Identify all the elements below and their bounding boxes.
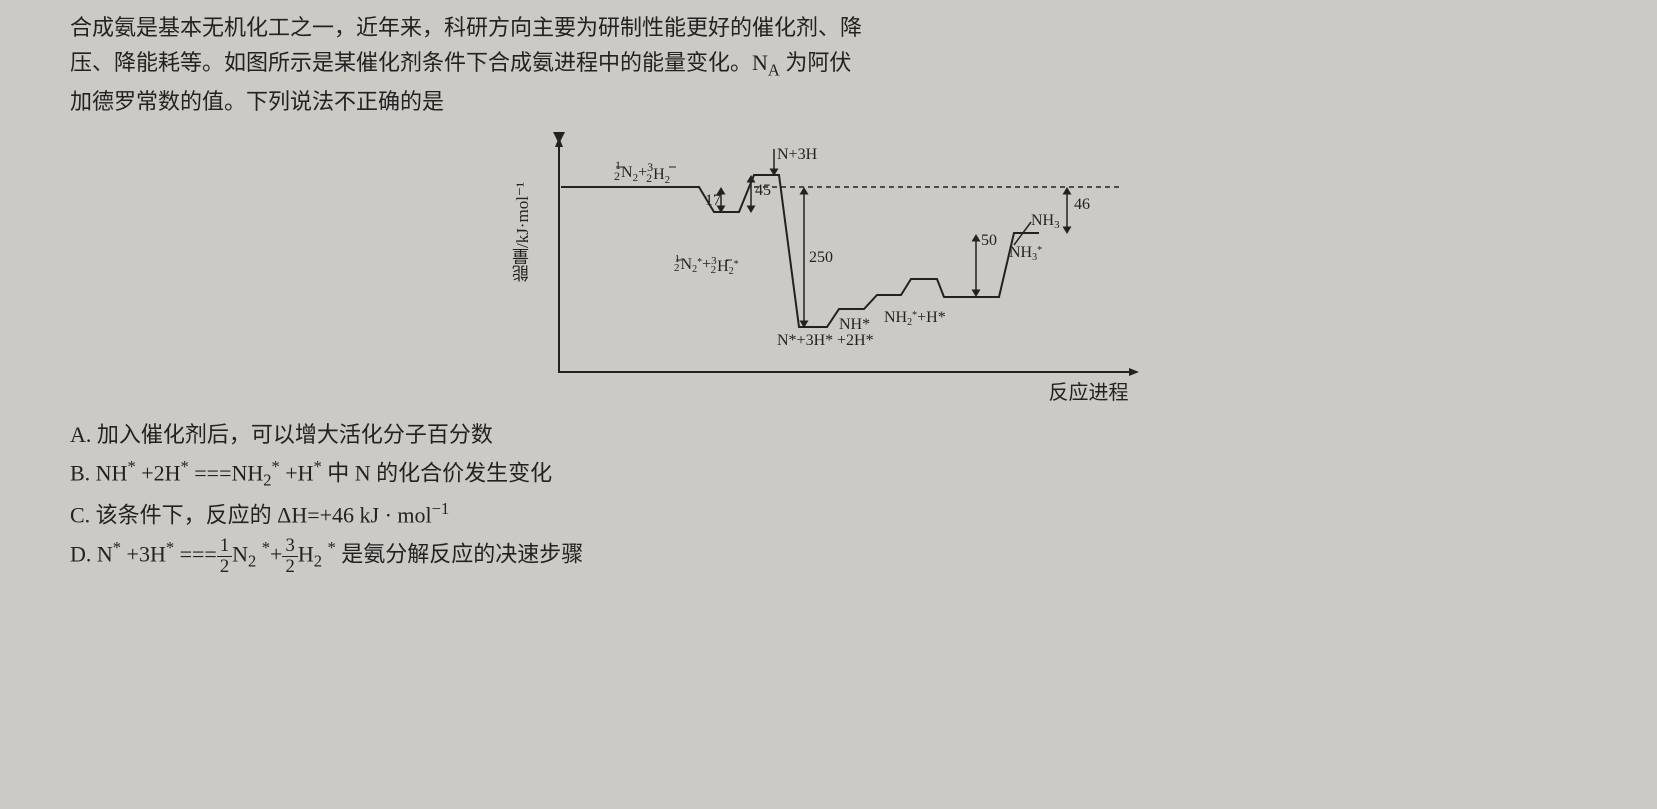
frac-32-num: 3 [282, 536, 297, 557]
question-stem: 合成氨是基本无机化工之一，近年来，科研方向主要为研制性能更好的催化剂、降 压、降… [40, 10, 1617, 119]
frac-half: 12 [217, 536, 232, 576]
stem-text-2: 压、降能耗等。如图所示是某催化剂条件下合成氨进程中的能量变化。N [70, 50, 768, 75]
val-45: 45 [755, 182, 771, 199]
option-a: A. 加入催化剂后，可以增大活化分子百分数 [70, 417, 1617, 452]
frac-32-den: 2 [282, 557, 297, 577]
opt-b-star3: * [272, 457, 280, 476]
opt-d-star1: * [113, 538, 121, 557]
option-d: D. N* +3H* ===12N2 *+32H2 * 是氨分解反应的决速步骤 [70, 535, 1617, 576]
lbl-nh3: NH3 [1031, 212, 1060, 231]
y-axis-arrow [555, 137, 563, 147]
opt-d-1: D. N [70, 541, 113, 566]
stem-text-2b: 为阿伏 [780, 50, 852, 75]
opt-d-7: 是氨分解反应的决速步骤 [336, 541, 584, 566]
opt-b-star4: * [314, 457, 322, 476]
opt-d-star3: * [262, 538, 270, 557]
opt-c-1: C. 该条件下，反应的 ΔH=+46 kJ · mol [70, 503, 432, 528]
opt-d-3: === [174, 541, 217, 566]
x-axis-label: 反应进程 [1049, 377, 1129, 409]
opt-b-4: +H [280, 461, 314, 486]
energy-curve [561, 175, 1039, 327]
na-subscript: A [768, 61, 780, 80]
opt-d-5: + [270, 541, 282, 566]
energy-diagram-container: 能量/kJ·mol⁻¹ [40, 127, 1617, 407]
lbl-nh3-star: NH3* [1009, 244, 1042, 263]
val-46: 46 [1074, 196, 1090, 213]
opt-b-sub2: 2 [263, 471, 271, 490]
val-50: 50 [981, 232, 997, 249]
option-c: C. 该条件下，反应的 ΔH=+46 kJ · mol−1 [70, 496, 1617, 533]
frac-32: 32 [282, 536, 297, 576]
option-b: B. NH* +2H* ===NH2* +H* 中 N 的化合价发生变化 [70, 454, 1617, 494]
opt-d-2: +3H [121, 541, 166, 566]
lbl-nh2h-a: NH* [839, 316, 870, 333]
opt-b-3: ===NH [189, 461, 264, 486]
x-axis-arrow [1129, 368, 1139, 376]
opt-b-5: 中 N 的化合价发生变化 [322, 461, 552, 486]
energy-diagram: 能量/kJ·mol⁻¹ [519, 127, 1139, 407]
val-250: 250 [809, 249, 833, 266]
frac-half-num: 1 [217, 536, 232, 557]
lbl-nh2h-b: +2H* [837, 332, 874, 349]
opt-d-4: N [232, 541, 248, 566]
option-a-text: A. 加入催化剂后，可以增大活化分子百分数 [70, 422, 493, 447]
options-list: A. 加入催化剂后，可以增大活化分子百分数 B. NH* +2H* ===NH2… [40, 417, 1617, 576]
opt-d-sub2: 2 [314, 552, 322, 571]
opt-b-1: B. NH [70, 461, 127, 486]
lbl-reactant: 12N2+32H2 [614, 158, 670, 186]
opt-b-2: +2H [136, 461, 181, 486]
y-axis-label: 能量/kJ·mol⁻¹ [509, 182, 536, 282]
opt-d-star4: * [327, 538, 335, 557]
stem-text-3: 加德罗常数的值。下列说法不正确的是 [70, 89, 444, 114]
lbl-nh2h-star: NH2*+H* [884, 309, 946, 328]
opt-b-star1: * [127, 457, 135, 476]
lbl-int1: 12N2*+32H2* [674, 253, 739, 277]
lbl-n3h: N+3H [777, 146, 818, 163]
opt-c-sup: −1 [432, 499, 450, 518]
energy-diagram-svg: 12N2+32H2 12N2*+32H2* N+3H N*+3H* NH* +2… [519, 127, 1139, 387]
frac-half-den: 2 [217, 557, 232, 577]
opt-b-star2: * [181, 457, 189, 476]
opt-d-6: H [298, 541, 314, 566]
opt-d-star2: * [166, 538, 174, 557]
val-17: 17 [705, 192, 721, 209]
lbl-n3h-star: N*+3H* [777, 332, 833, 349]
stem-text-1: 合成氨是基本无机化工之一，近年来，科研方向主要为研制性能更好的催化剂、降 [70, 15, 862, 40]
